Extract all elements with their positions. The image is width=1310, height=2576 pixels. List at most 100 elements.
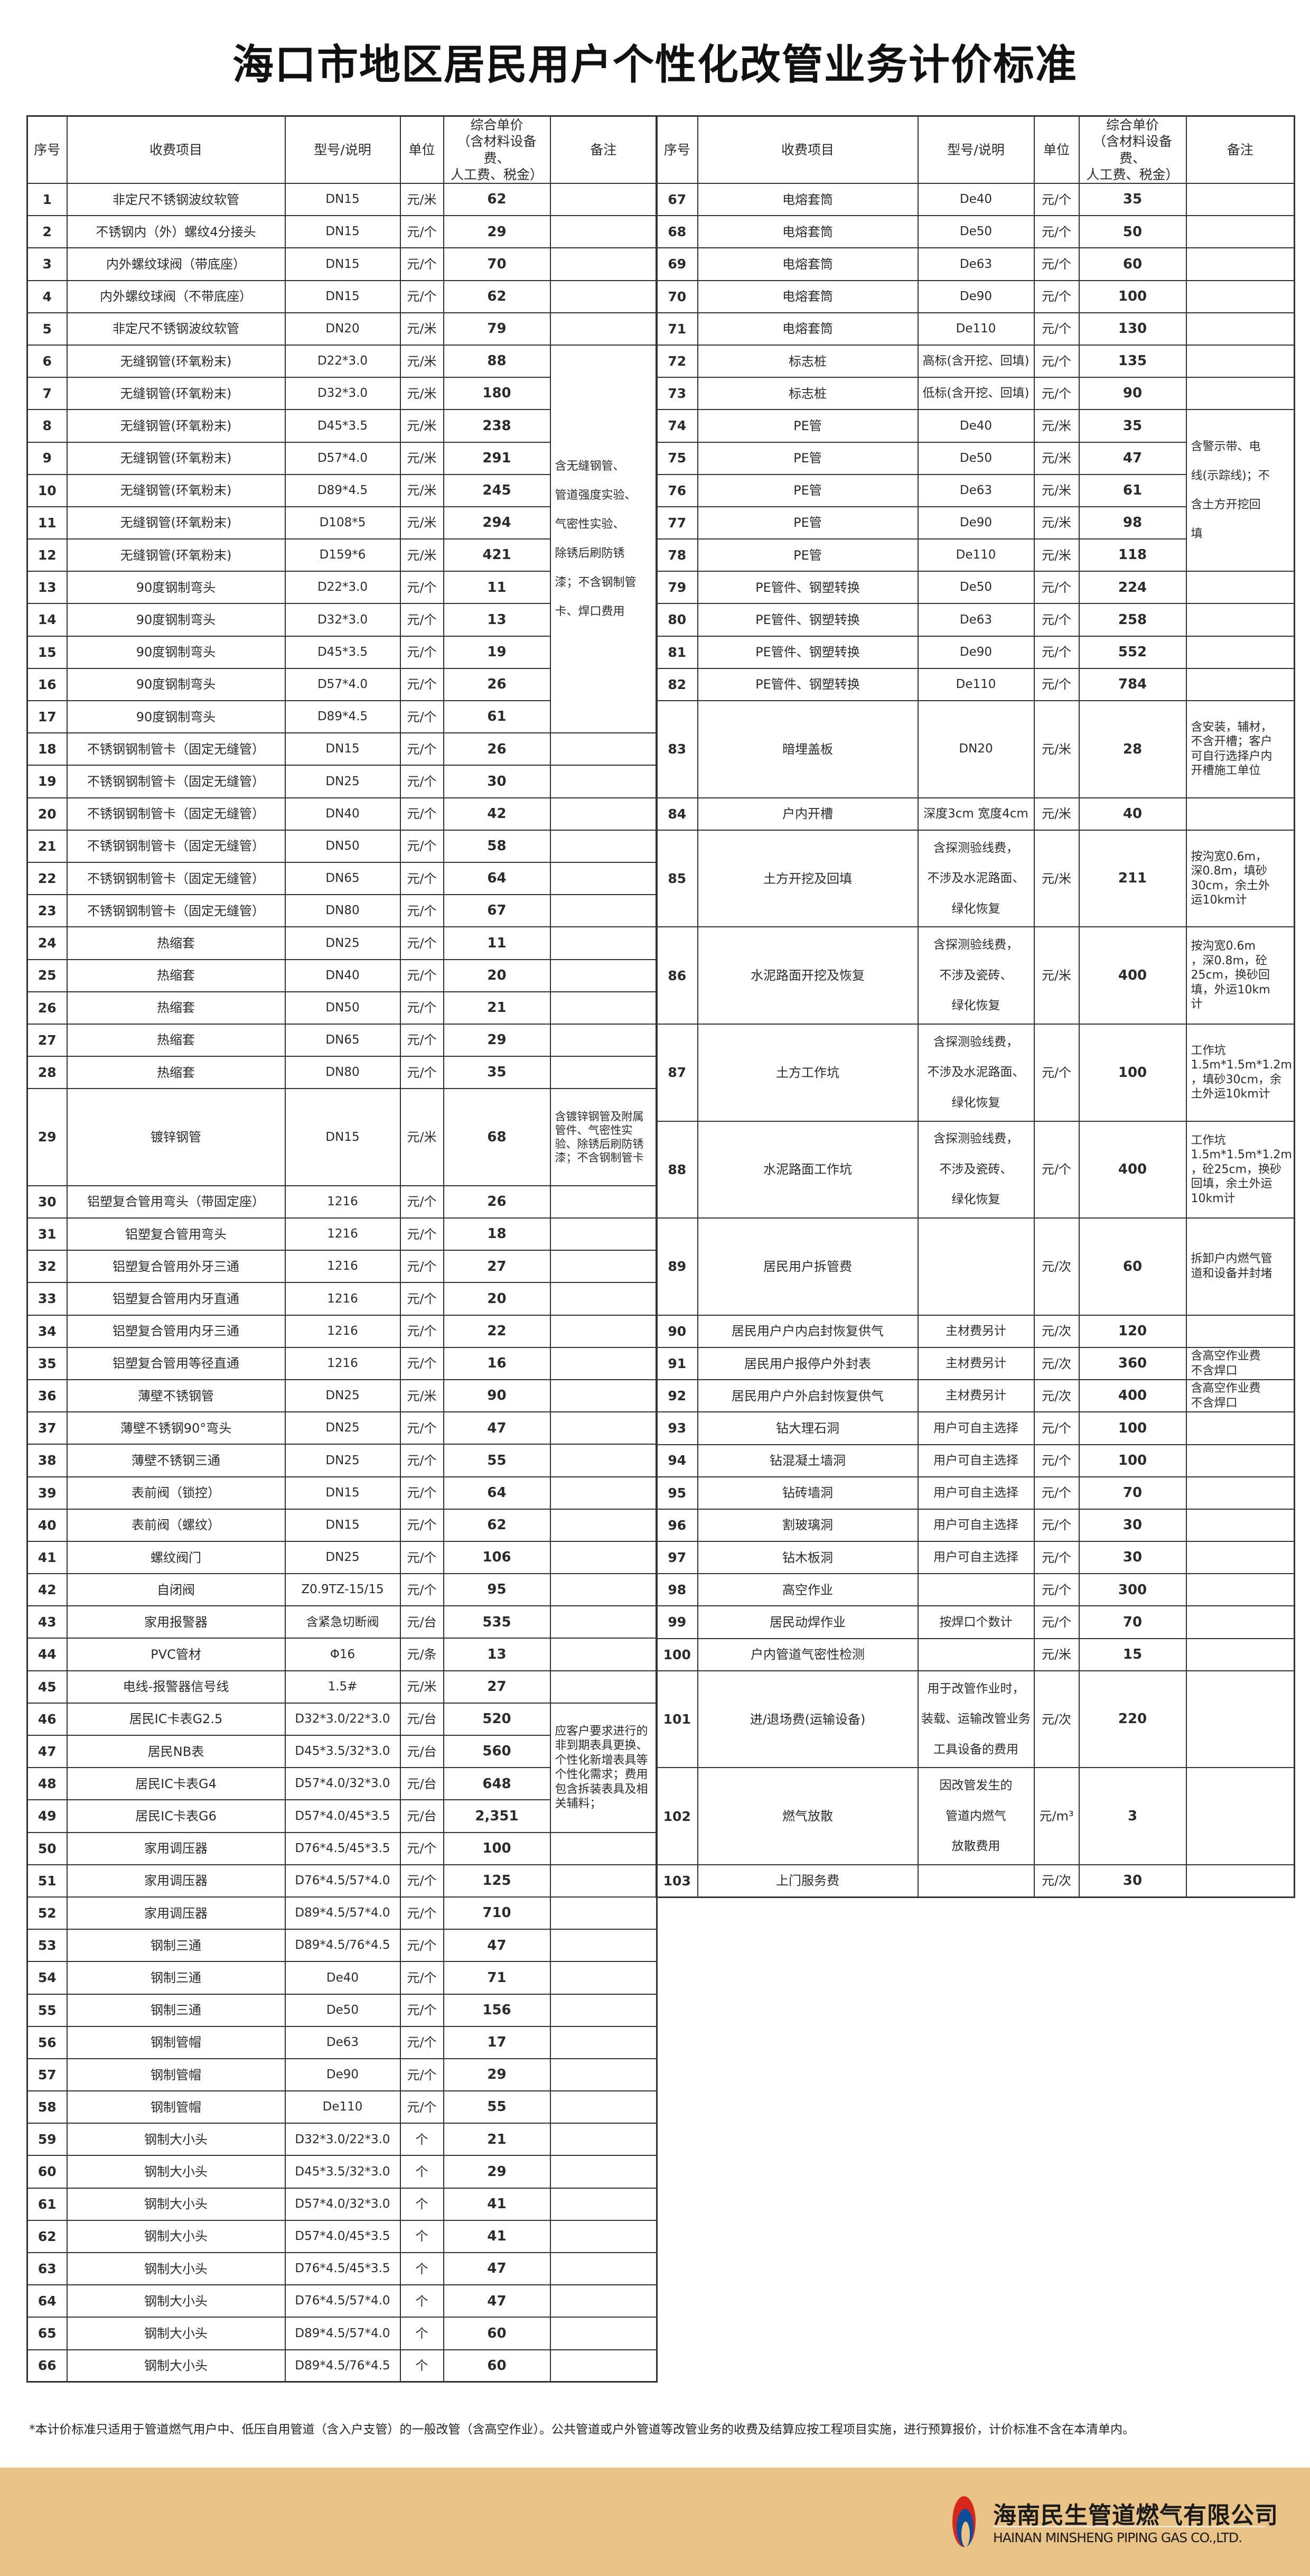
remark-cell [1185, 1864, 1295, 1898]
remark-cell [549, 1993, 658, 2027]
table-row: 84 户内开槽 深度3cm 宽度4cm 元/米 40 [656, 797, 1295, 831]
table-row: 18 不锈钢钢制管卡（固定无缝管） DN15 元/个 26 [26, 732, 658, 766]
row-number: 46 [26, 1702, 68, 1736]
unit-cell: 元/个 [1033, 247, 1080, 281]
table-row: 76 PE管 De63 元/米 61 [656, 473, 1295, 507]
price-cell: 29 [443, 2155, 551, 2189]
price-cell: 55 [443, 1444, 551, 1477]
spec-cell: 1216 [284, 1217, 401, 1251]
price-cell: 710 [443, 1896, 551, 1930]
unit-cell: 元/米 [399, 377, 444, 411]
unit-cell: 元/个 [399, 1411, 444, 1445]
unit-cell: 元/个 [399, 765, 444, 798]
remark-cell [549, 1346, 658, 1380]
row-number: 81 [656, 635, 698, 669]
item-name: 钢制大小头 [66, 2155, 286, 2189]
price-cell: 19 [443, 635, 551, 669]
row-number: 93 [656, 1411, 698, 1445]
item-name: PE管 [697, 538, 919, 572]
row-number: 43 [26, 1605, 68, 1639]
table-row: 100 户内管道气密性检测 元/米 15 [656, 1638, 1295, 1671]
remark-cell [1185, 1573, 1295, 1607]
unit-cell: 元/米 [1033, 506, 1080, 540]
row-number: 102 [656, 1767, 698, 1865]
row-number: 4 [26, 280, 68, 313]
item-name: 电熔套筒 [697, 280, 919, 313]
spec-cell: D89*4.5/57*4.0 [284, 2317, 401, 2350]
price-cell: 79 [443, 312, 551, 346]
row-number: 34 [26, 1314, 68, 1348]
spec-cell: D32*3.0 [284, 377, 401, 411]
table-row: 67 电熔套筒 De40 元/个 35 [656, 182, 1295, 217]
row-number: 97 [656, 1541, 698, 1575]
row-number: 80 [656, 603, 698, 637]
row-number: 38 [26, 1444, 68, 1477]
row-number: 71 [656, 312, 698, 346]
row-number: 23 [26, 894, 68, 928]
item-name: 镀锌钢管 [66, 1088, 286, 1186]
remark-cell [549, 894, 658, 928]
unit-cell: 元/次 [1033, 1314, 1080, 1348]
remark-cell [1185, 1508, 1295, 1542]
remark-cell [549, 1476, 658, 1510]
item-name: 土方开挖及回填 [697, 829, 919, 928]
price-cell: 47 [443, 2252, 551, 2286]
item-name: 高空作业 [697, 1573, 919, 1607]
item-name: 家用调压器 [66, 1864, 286, 1898]
remark-cell [549, 280, 658, 313]
unit-cell: 元/个 [399, 959, 444, 992]
unit-cell: 元/个 [1033, 1120, 1080, 1219]
row-number: 37 [26, 1411, 68, 1445]
item-name: 不锈钢钢制管卡（固定无缝管） [66, 797, 286, 831]
row-number: 58 [26, 2090, 68, 2124]
price-cell: 27 [443, 1670, 551, 1704]
item-name: 居民IC卡表G2.5 [66, 1702, 286, 1736]
item-name: 钢制大小头 [66, 2123, 286, 2156]
spec-cell: DN50 [284, 829, 401, 863]
spec-cell: D45*3.5/32*3.0 [284, 1735, 401, 1769]
unit-cell: 元/个 [399, 1185, 444, 1219]
remark-cell [549, 1864, 658, 1898]
remark-cell [1185, 635, 1295, 669]
price-cell: 18 [443, 1217, 551, 1251]
price-cell: 47 [443, 2284, 551, 2318]
row-number: 56 [26, 2025, 68, 2059]
spec-cell: 按焊口个数计 [917, 1605, 1035, 1639]
unit-cell: 元/米 [399, 473, 444, 507]
unit-cell: 元/个 [1033, 1605, 1080, 1639]
table-row: 99 居民动焊作业 按焊口个数计 元/个 70 [656, 1605, 1295, 1639]
item-name: 家用调压器 [66, 1896, 286, 1930]
row-number: 67 [656, 182, 698, 217]
remark-cell [549, 2123, 658, 2156]
unit-cell: 元/个 [1033, 1023, 1080, 1122]
spec-cell: De50 [917, 441, 1035, 475]
unit-cell: 元/台 [399, 1605, 444, 1639]
spec-cell: 1216 [284, 1346, 401, 1380]
table-row: 69 电熔套筒 De63 元/个 60 [656, 247, 1295, 281]
spec-cell: D57*4.0/45*3.5 [284, 2219, 401, 2254]
spec-cell: 含探测验线费， 不涉及瓷砖、 绿化恢复 [917, 926, 1035, 1025]
price-cell: 26 [443, 667, 551, 702]
table-row: 53 钢制三通 D89*4.5/76*4.5 元/个 47 [26, 1929, 658, 1963]
item-name: 居民IC卡表G6 [66, 1799, 286, 1833]
unit-cell: 个 [399, 2123, 444, 2156]
table-row: 26 热缩套 DN50 元/个 21 [26, 991, 658, 1025]
item-name: PE管 [697, 409, 919, 443]
spec-cell: Φ16 [284, 1638, 401, 1671]
spec-cell: De110 [917, 312, 1035, 346]
spec-cell: 低标(含开挖、回填) [917, 377, 1035, 411]
item-name: 钢制管帽 [66, 2058, 286, 2092]
row-number: 51 [26, 1864, 68, 1898]
unit-cell: 元/米 [1033, 473, 1080, 507]
item-name: 不锈钢钢制管卡（固定无缝管） [66, 861, 286, 896]
remark-cell [549, 1929, 658, 1963]
table-row: 51 家用调压器 D76*4.5/57*4.0 元/个 125 [26, 1864, 658, 1898]
remark-cell [1185, 1638, 1295, 1671]
remark-cell [549, 1896, 658, 1930]
remark-cell [549, 829, 658, 863]
unit-cell: 元/个 [399, 1314, 444, 1348]
table-row: 20 不锈钢钢制管卡（固定无缝管） DN40 元/个 42 [26, 797, 658, 831]
table-row: 7 无缝钢管(环氧粉末) D32*3.0 元/米 180 [26, 377, 657, 411]
item-name: 居民用户报停户外封表 [697, 1346, 919, 1381]
item-name: 暗埋盖板 [697, 700, 919, 798]
